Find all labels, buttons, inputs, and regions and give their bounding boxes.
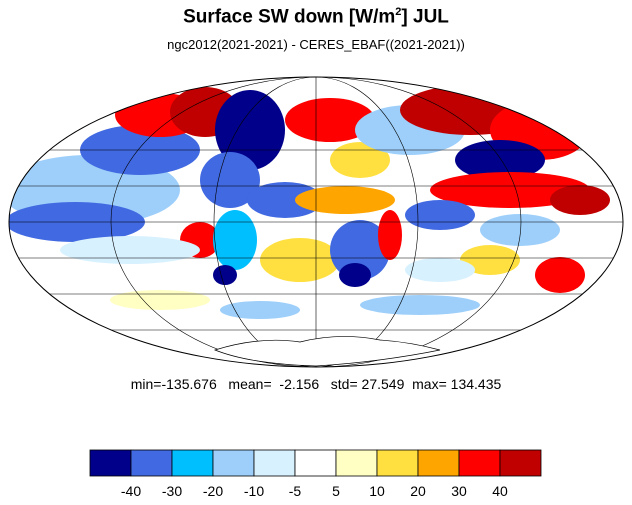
colorbar-swatch bbox=[376, 449, 419, 477]
field-patch bbox=[339, 263, 371, 287]
colorbar-tick-label: 20 bbox=[410, 483, 426, 499]
colorbar-swatch bbox=[499, 449, 542, 477]
colorbar-tick-label: -30 bbox=[162, 483, 182, 499]
colorbar-swatch bbox=[130, 449, 173, 477]
field-patch bbox=[295, 186, 395, 214]
map-border bbox=[8, 76, 624, 368]
colorbar-tick-label: -40 bbox=[121, 483, 141, 499]
field-patch bbox=[330, 220, 390, 280]
colorbar-tick-label: 30 bbox=[451, 483, 467, 499]
antarctica-coastline bbox=[213, 336, 441, 367]
colorbar: -40 -30 -20 -10 -5 5 10 20 30 40 bbox=[89, 449, 542, 499]
field-patch bbox=[213, 210, 257, 270]
title-superscript: 2 bbox=[395, 6, 402, 18]
field-patch bbox=[460, 245, 520, 275]
stat-max-label: max= bbox=[412, 376, 447, 392]
map-subtitle: ngc2012(2021-2021) - CERES_EBAF((2021-20… bbox=[167, 37, 465, 52]
field-patch bbox=[220, 301, 300, 319]
stat-mean-label: mean= bbox=[228, 376, 272, 392]
field-patch bbox=[550, 185, 610, 215]
colorbar-swatch bbox=[171, 449, 214, 477]
field-patch bbox=[360, 295, 480, 315]
colorbar-swatch bbox=[253, 449, 296, 477]
field-patch bbox=[378, 210, 402, 260]
stat-std-label: std= bbox=[330, 376, 358, 392]
colorbar-tick-label: 40 bbox=[492, 483, 508, 499]
field-patch bbox=[405, 200, 475, 230]
field-patch bbox=[405, 258, 475, 282]
colorbar-tick-label: -20 bbox=[203, 483, 223, 499]
meridian bbox=[110, 77, 522, 367]
stat-min-label: min= bbox=[130, 376, 162, 392]
field-patch bbox=[200, 152, 260, 208]
colorbar-swatch bbox=[294, 449, 337, 477]
statistics-line: min=-135.676 mean= -2.156 std= 27.549 ma… bbox=[0, 376, 632, 392]
graticule bbox=[9, 77, 623, 367]
colorbar-swatch bbox=[335, 449, 378, 477]
colorbar-tick-label: -5 bbox=[289, 483, 302, 499]
colorbar-tick-label: 10 bbox=[369, 483, 385, 499]
field-patch bbox=[110, 290, 210, 310]
title-suffix: ] JUL bbox=[401, 6, 449, 28]
stat-min-value: -135.676 bbox=[161, 376, 217, 392]
stat-mean-value: -2.156 bbox=[279, 376, 320, 392]
field-patch bbox=[260, 238, 340, 282]
stat-std-value: 27.549 bbox=[361, 376, 405, 392]
field-patch bbox=[285, 98, 375, 142]
title-text: Surface SW down [W/m bbox=[183, 6, 396, 28]
colorbar-swatch bbox=[212, 449, 255, 477]
colorbar-tick-label: 5 bbox=[332, 483, 340, 499]
field-patch bbox=[213, 265, 237, 285]
map-title: Surface SW down [W/m2] JUL bbox=[0, 6, 632, 28]
colorbar-swatch bbox=[89, 449, 132, 477]
colorbar-tick-label: -10 bbox=[244, 483, 264, 499]
field-patch bbox=[535, 257, 585, 293]
field-patch bbox=[480, 214, 560, 246]
stat-max-value: 134.435 bbox=[450, 376, 502, 392]
field-patch bbox=[330, 142, 390, 178]
meridian bbox=[213, 77, 419, 367]
colorbar-swatch bbox=[417, 449, 460, 477]
field-patch bbox=[60, 236, 200, 264]
field-patch bbox=[247, 182, 323, 218]
colorbar-swatch bbox=[458, 449, 501, 477]
field-patch bbox=[430, 172, 590, 208]
